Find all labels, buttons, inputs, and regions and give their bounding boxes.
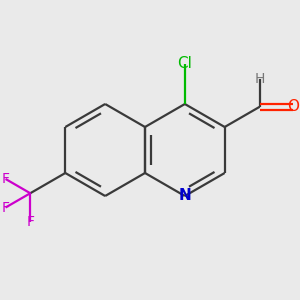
Text: H: H <box>254 72 265 86</box>
Text: Cl: Cl <box>177 56 192 71</box>
Text: F: F <box>2 200 10 214</box>
Text: O: O <box>287 99 299 114</box>
Text: F: F <box>26 215 34 229</box>
Text: F: F <box>2 172 10 186</box>
Text: N: N <box>178 188 191 203</box>
